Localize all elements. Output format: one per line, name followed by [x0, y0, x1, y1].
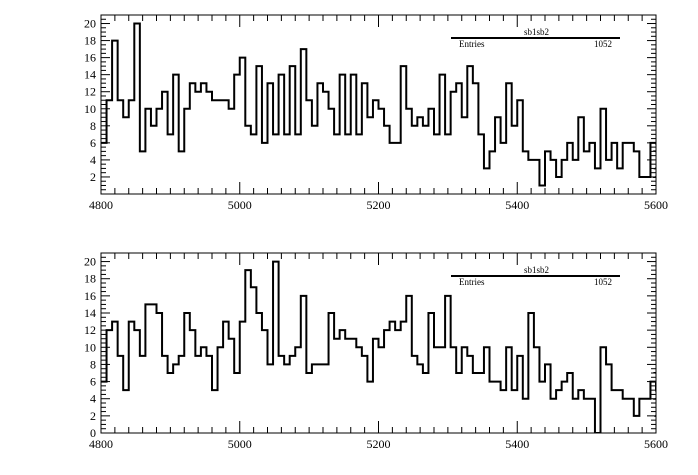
x-tick-label: 5600 — [644, 198, 668, 212]
y-tick-label: 14 — [84, 68, 96, 82]
x-tick-label: 5000 — [228, 437, 252, 451]
y-tick-label: 20 — [84, 255, 96, 269]
x-tick-label: 5200 — [367, 198, 391, 212]
y-tick-label: 6 — [90, 375, 96, 389]
stats-entries-label: Entries — [459, 39, 485, 49]
y-tick-label: 20 — [84, 17, 96, 31]
x-tick-label: 5600 — [644, 437, 668, 451]
y-tick-label: 16 — [84, 289, 96, 303]
x-tick-label: 5400 — [505, 198, 529, 212]
y-tick-label: 8 — [90, 357, 96, 371]
histogram-line — [101, 22, 656, 187]
y-tick-label: 4 — [90, 392, 96, 406]
y-tick-label: 0 — [90, 426, 96, 440]
y-tick-label: 10 — [84, 102, 96, 116]
histogram-panel-1: 4800 5000 5200 5400 5600 2 4 6 8 10 12 14 16 18 20 sb1s… — [84, 14, 668, 212]
x-tick-label: 5200 — [367, 437, 391, 451]
x-tick-label: 4800 — [89, 437, 113, 451]
y-tick-label: 18 — [84, 34, 96, 48]
stats-entries-value: 1052 — [594, 39, 612, 49]
x-tick-label: 5400 — [505, 437, 529, 451]
y-tick-label: 18 — [84, 272, 96, 286]
stats-entries-value: 1052 — [594, 277, 612, 287]
y-tick-label: 6 — [90, 136, 96, 150]
y-tick-label: 2 — [90, 170, 96, 184]
x-tick-label: 4800 — [89, 198, 113, 212]
y-tick-label: 10 — [84, 340, 96, 354]
histogram-panel-2: 4800 5000 5200 5400 5600 0 2 4 6 8 10 12 14 16 18 20 sb1… — [84, 252, 668, 451]
y-tick-label: 2 — [90, 409, 96, 423]
y-tick-label: 12 — [84, 85, 96, 99]
y-tick-label: 14 — [84, 306, 96, 320]
y-tick-label: 4 — [90, 153, 96, 167]
x-tick-label: 5000 — [228, 198, 252, 212]
y-tick-label: 16 — [84, 51, 96, 65]
stats-entries-label: Entries — [459, 277, 485, 287]
stats-title: sb1sb2 — [524, 265, 549, 275]
stats-title: sb1sb2 — [524, 27, 549, 37]
y-tick-label: 12 — [84, 323, 96, 337]
y-tick-label: 8 — [90, 119, 96, 133]
histogram-line — [101, 260, 656, 433]
